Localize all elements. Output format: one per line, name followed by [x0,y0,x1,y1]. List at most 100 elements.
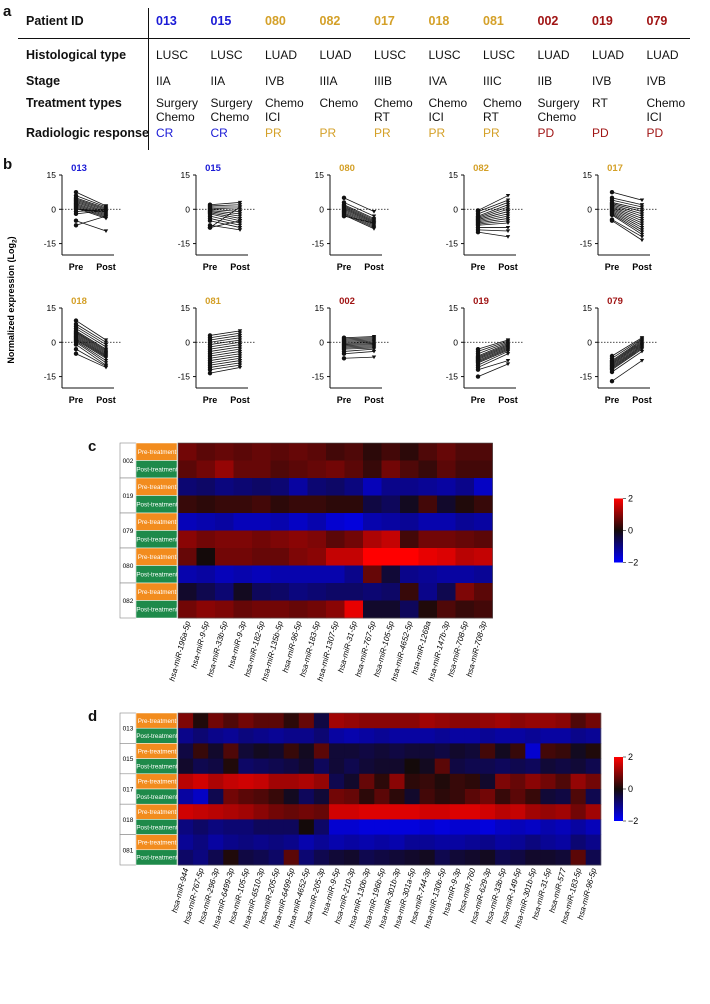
heatmap-cell [474,460,493,479]
heatmap-cell [585,773,602,790]
heatmap-cell [326,478,345,496]
patient-stage-080: IVB [265,74,285,88]
panel-letter-b: b [3,156,13,173]
patient-response-082: PR [319,126,337,140]
heatmap-cell [418,478,438,496]
y-tick-label: -15 [178,239,191,249]
heatmap-cell [329,713,345,729]
heatmap-cell [404,804,420,820]
pair-line [209,204,241,207]
heatmap-cell [474,530,493,549]
post-point [237,349,243,354]
heatmap-cell [540,819,556,835]
patient-response-018: PR [428,126,446,140]
heatmap-cell [268,758,285,775]
y-tick-label: 15 [449,170,459,180]
heatmap-cell [510,728,526,744]
heatmap-cell [400,583,419,601]
heatmap-cell [289,443,308,461]
post-point [505,198,511,203]
y-tick-label: 15 [47,303,57,313]
patient-label-013: 013 [123,726,134,733]
pair-line [477,351,509,366]
heatmap-cell [307,548,327,566]
pair-line [477,204,509,217]
heatmap-cell [449,773,466,790]
heatmap-cell [540,804,556,820]
pair-line [477,353,509,368]
pair-line [209,212,241,219]
post-point [639,223,645,228]
y-tick-label: -15 [580,372,593,382]
heatmap-cell [313,849,330,866]
heatmap-cell [252,530,271,549]
row-label-patient-id: Patient ID [26,14,84,28]
heatmap-cell [418,530,438,549]
heatmap-cell [307,513,327,531]
patient-treat2-013: Chemo [156,110,195,124]
pair-line [209,335,241,341]
pair-line [75,220,107,232]
y-tick-label: 15 [583,303,593,313]
pair-line [343,205,375,220]
heatmap-cell [326,495,345,514]
pair-line [611,211,643,228]
heatmap-cell [418,600,438,619]
post-point [505,193,511,198]
patient-histo-013: LUSC [156,48,189,62]
heatmap-cell [178,548,197,566]
heatmap-cell [344,565,364,584]
heatmap-cell [178,513,197,531]
patient-treat2-079: ICI [646,110,662,124]
post-point [639,349,645,354]
heatmap-cell [480,849,496,866]
pair-line [75,195,107,208]
pair-line [477,208,509,219]
heatmap-cell [178,443,197,461]
row-label-histological-type: Histological type [26,48,127,62]
heatmap-cell [374,849,390,866]
heatmap-cell [404,758,420,775]
pair-line [75,333,107,353]
heatmap-cell [313,819,330,835]
heatmap-cell [268,713,285,729]
heatmap-cell [253,789,269,805]
heatmap-cell [400,600,419,619]
patient-label-002: 002 [123,458,134,465]
pair-line [75,336,107,356]
y-tick-label: -15 [312,239,325,249]
pair-line [477,345,509,359]
x-label-post: Post [230,395,250,405]
pair-line [75,198,107,210]
heatmap-cell [344,758,360,775]
heatmap-cell [570,743,587,759]
patient-label-081: 081 [123,847,134,854]
heatmap-cell [480,713,496,729]
pair-line [209,330,241,336]
heatmap-cell [525,789,541,805]
heatmap-border [177,442,493,619]
heatmap-cell [268,849,285,866]
pair-line [343,345,375,348]
patient-stage-082: IIIA [319,74,338,88]
pair-line [75,338,107,358]
patient-histo-079: LUAD [646,48,679,62]
heatmap-cell [495,713,511,729]
patient-id-082: 082 [319,14,341,28]
pair-line [611,351,643,373]
pair-line [209,339,241,345]
pair-line [343,338,375,341]
post-point [639,207,645,212]
patient-label-082: 082 [123,598,134,605]
heatmap-cell [525,804,541,820]
heatmap-cell [344,743,360,759]
heatmap-cell [404,743,420,759]
heatmap-cell [270,583,290,601]
heatmap-cell [455,443,475,461]
subplot-080: 080 15 0 -15 Pre Post [312,163,390,272]
x-label-pre: Pre [203,395,218,405]
heatmap-cell [344,460,364,479]
row-label-treatment-types: Treatment types [26,96,122,110]
heatmap-cell [449,728,466,744]
heatmap-cell [289,600,308,619]
